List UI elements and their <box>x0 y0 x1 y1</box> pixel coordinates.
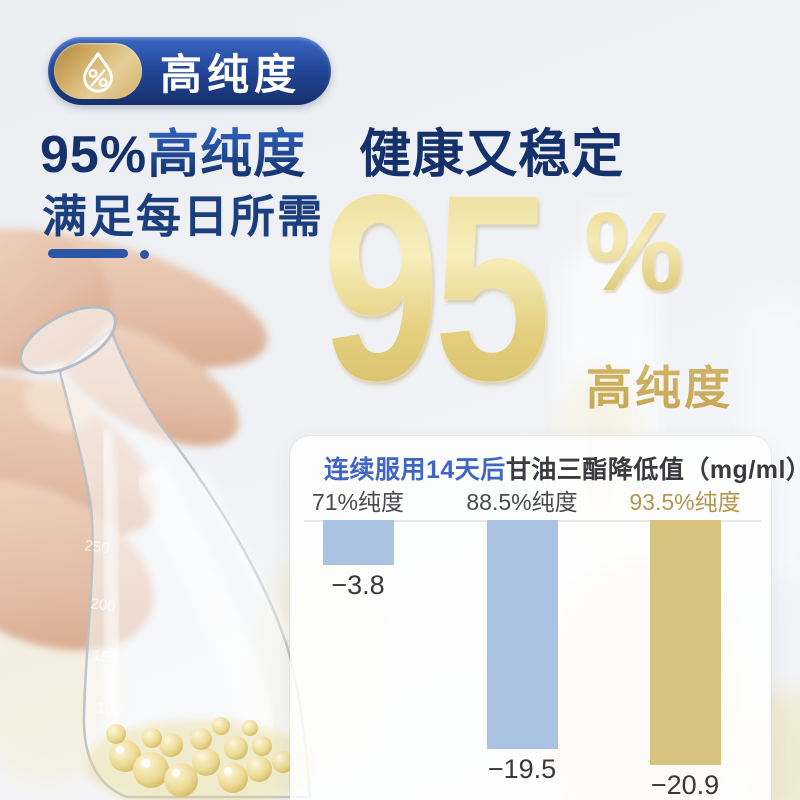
svg-text:200: 200 <box>89 595 116 615</box>
droplet-percent-icon <box>83 52 113 93</box>
purity-badge: 高纯度 <box>48 37 332 105</box>
headline-rest: 健康又稳定 <box>306 126 625 184</box>
chart-title-rest: 甘油三酯降低值（mg/ml） <box>505 456 800 484</box>
chart-bar <box>486 520 558 749</box>
chart-value-label: −3.8 <box>331 570 385 600</box>
chart-card: 连续服用14天后甘油三酯降低值（mg/ml） 71%纯度 −3.8 88.5%纯度 −… <box>290 436 800 800</box>
chart-column: 71%纯度 −3.8 <box>303 488 413 601</box>
capsules <box>85 717 315 800</box>
divider-dot <box>140 250 149 259</box>
svg-text:100: 100 <box>95 699 122 719</box>
chart-column: 93.5%纯度 −20.9 <box>629 488 741 800</box>
main-headline: 95%高纯度 健康又稳定 <box>40 112 624 187</box>
flask-mouth <box>19 305 117 375</box>
badge-gold-pill <box>54 43 142 99</box>
headline-number: 95% <box>40 126 148 184</box>
chart-category-label: 71%纯度 <box>311 489 405 515</box>
hero-number: 95 <box>322 140 551 436</box>
hero-figure: 95 % 高纯度 <box>322 148 782 438</box>
headline-highlight: 高纯度 <box>147 126 307 184</box>
chart-bar <box>649 520 721 765</box>
chart-category-label: 88.5%纯度 <box>466 489 578 515</box>
badge-label: 高纯度 <box>160 50 302 98</box>
chart-category-label: 93.5%纯度 <box>629 489 741 515</box>
hero-caption: 高纯度 <box>586 352 733 418</box>
chart-title-highlight: 连续服用14天后 <box>324 456 506 484</box>
sub-headline: 满足每日所需 <box>42 191 325 242</box>
chart-title: 连续服用14天后甘油三酯降低值（mg/ml） <box>324 450 800 486</box>
svg-text:250: 250 <box>83 537 110 557</box>
flask: 250 200 150 100 <box>19 305 312 799</box>
chart-value-label: −20.9 <box>650 770 720 800</box>
divider-dash <box>48 249 128 258</box>
chart-bar <box>322 520 394 565</box>
svg-text:150: 150 <box>91 647 118 667</box>
chart-value-label: −19.5 <box>487 754 557 784</box>
hero-percent-sign: % <box>584 189 684 314</box>
flask-scale: 250 200 150 100 <box>83 537 122 719</box>
chart-column: 88.5%纯度 −19.5 <box>466 488 578 785</box>
